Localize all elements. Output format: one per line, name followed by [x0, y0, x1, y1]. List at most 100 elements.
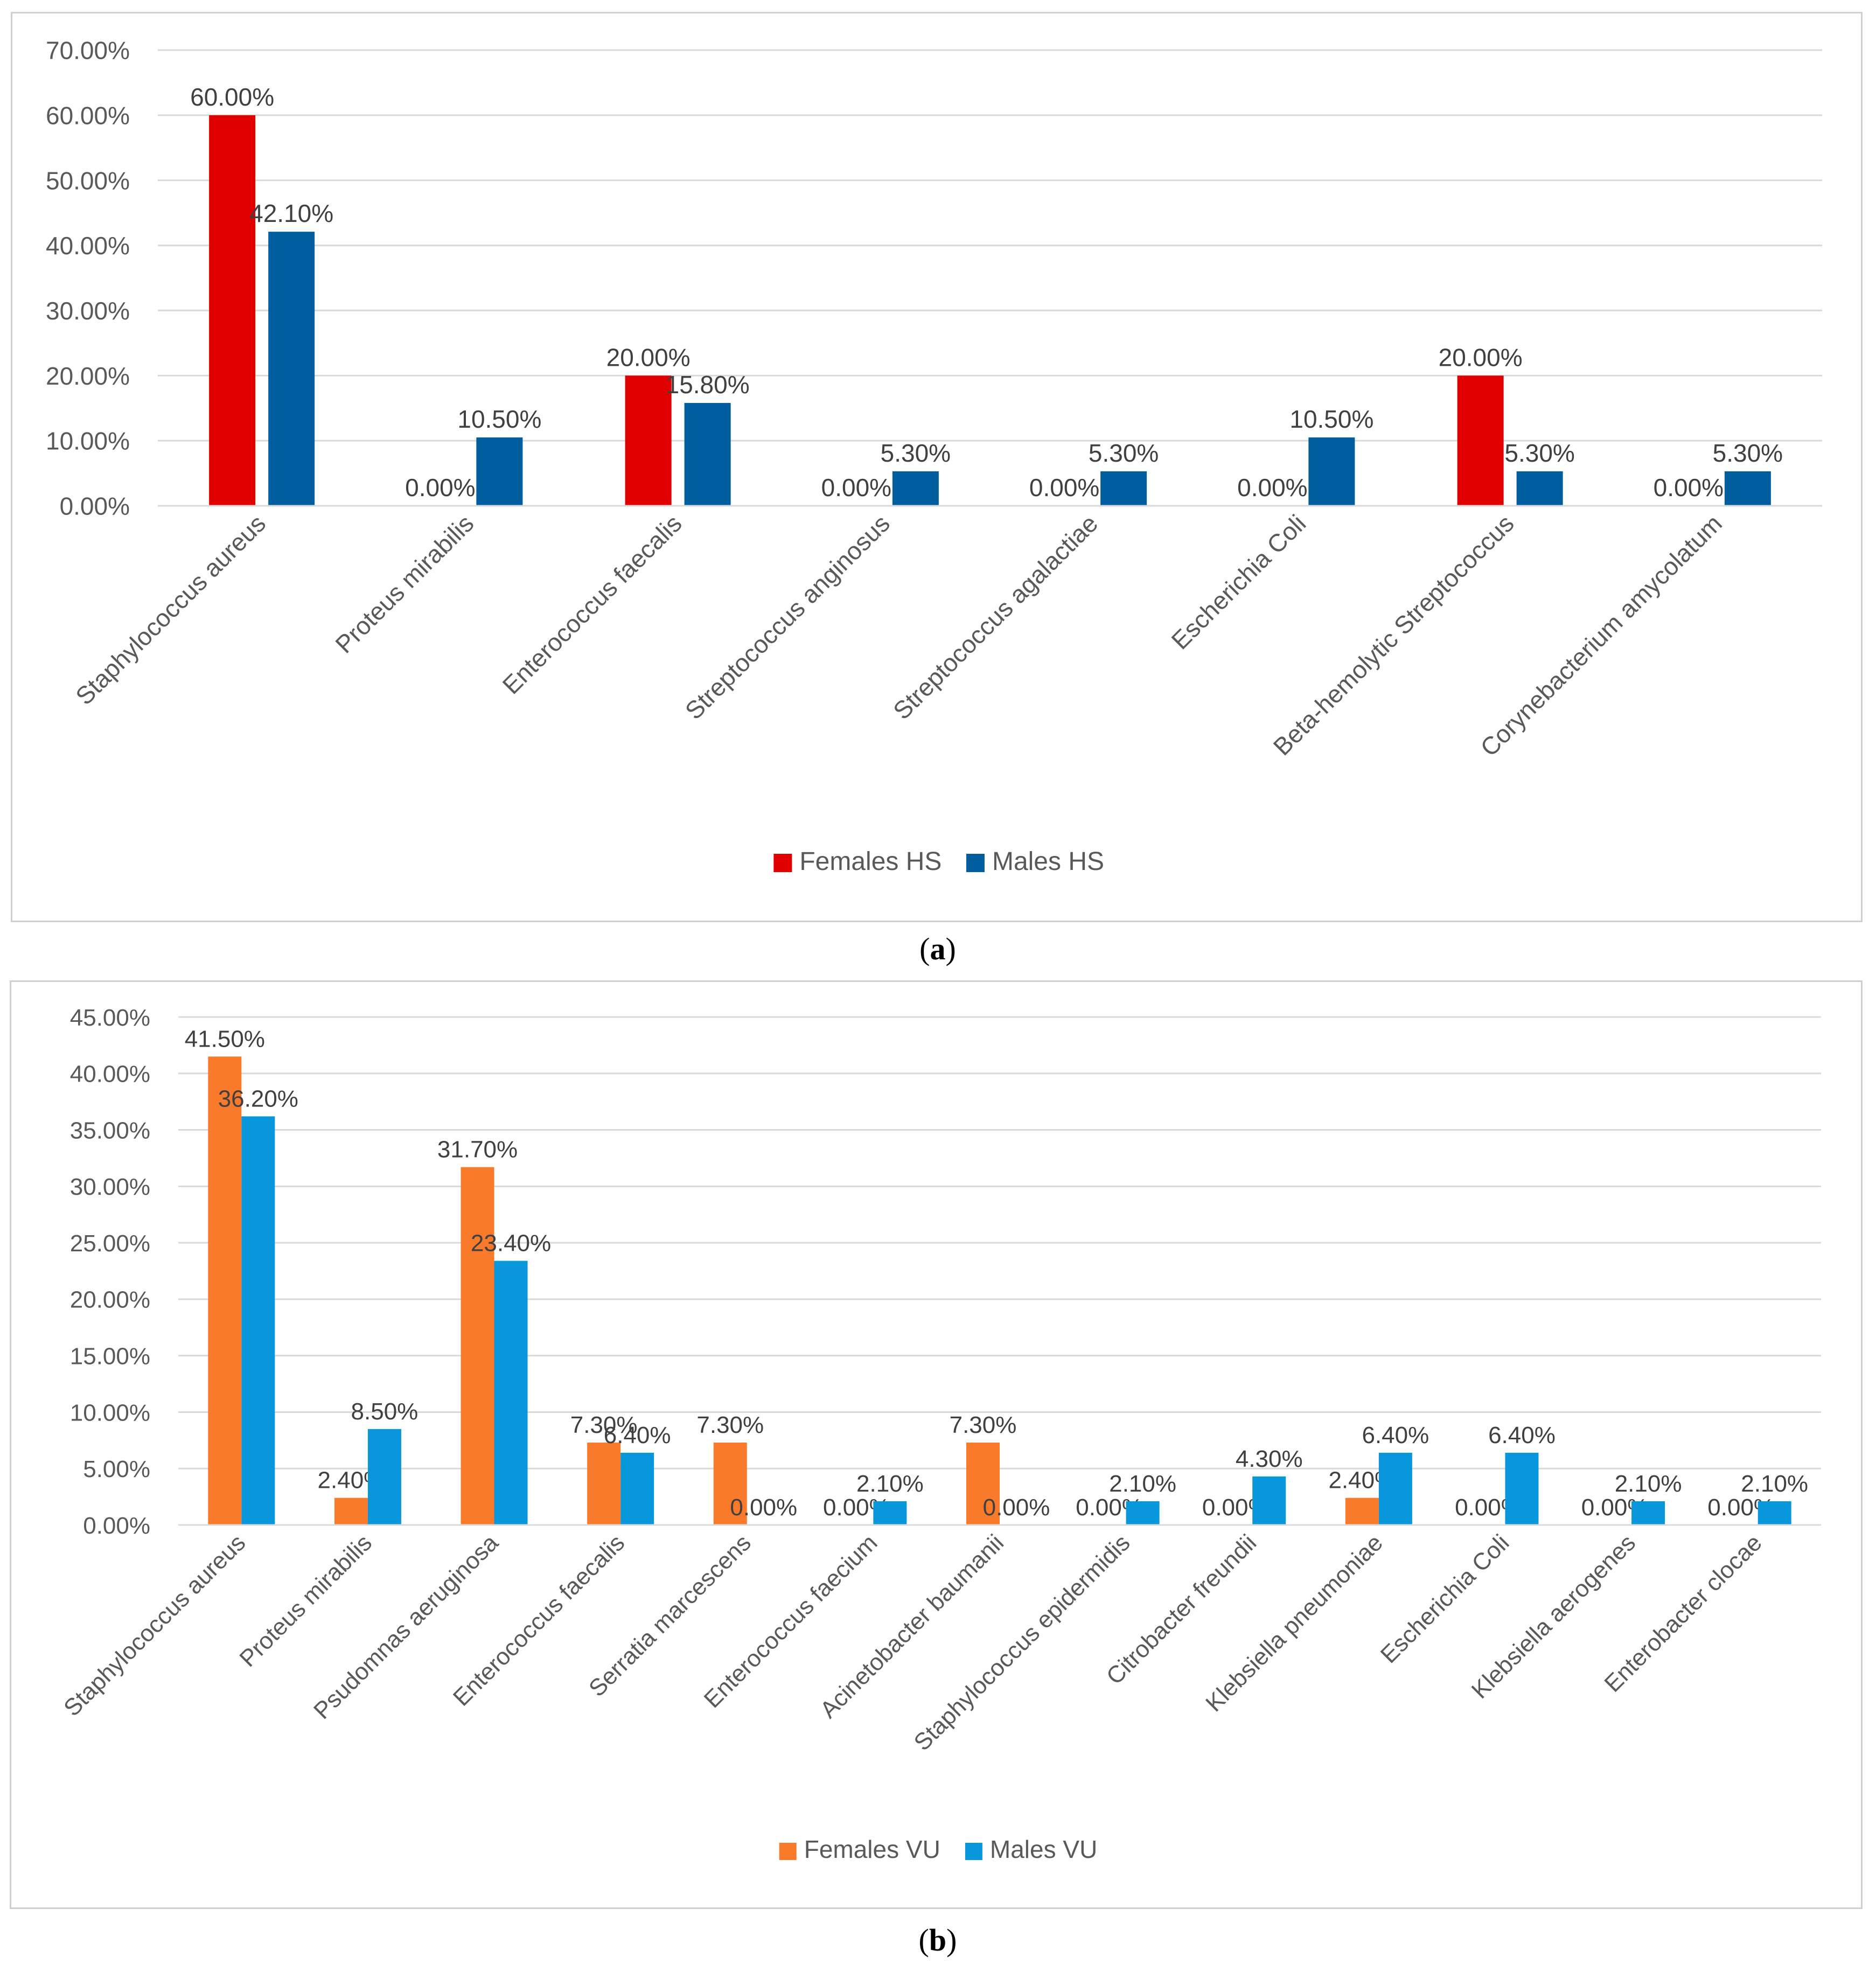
chart-b-ytick-label: 25.00% — [70, 1230, 150, 1257]
chart-b-data-label: 0.00% — [983, 1494, 1050, 1521]
chart-b-bar-males-vu — [1758, 1501, 1791, 1525]
chart-a-ytick-label: 50.00% — [46, 166, 130, 194]
chart-a-bar-males-hs — [892, 471, 939, 506]
chart-b-bar-females-vu — [208, 1056, 242, 1525]
chart-a-data-label: 42.10% — [249, 199, 333, 227]
chart-b-bar-males-vu — [1252, 1476, 1286, 1525]
chart-a-data-label: 5.30% — [1504, 439, 1574, 467]
chart-a-ytick-label: 0.00% — [60, 492, 130, 520]
chart-b-bar-females-vu — [713, 1443, 747, 1525]
chart-a-data-label: 20.00% — [1439, 343, 1523, 371]
chart-b-bar-females-vu — [1345, 1498, 1379, 1525]
chart-a-data-label: 0.00% — [1237, 473, 1307, 502]
chart-b-data-label: 4.30% — [1236, 1446, 1303, 1472]
chart-a-ytick-label: 40.00% — [46, 232, 130, 260]
chart-b-data-label: 31.70% — [437, 1137, 518, 1163]
chart-b-bar-females-vu — [461, 1167, 494, 1525]
chart-b-bar-females-vu — [334, 1498, 368, 1525]
chart-a-ytick-label: 20.00% — [46, 362, 130, 390]
chart-b-category-label: Staphylococcus epidermidis — [909, 1529, 1135, 1756]
chart-b-data-label: 2.10% — [856, 1471, 924, 1497]
chart-a-category-label: Corynebacterium amycolatum — [1475, 509, 1727, 762]
chart-a-ytick-label: 10.00% — [46, 427, 130, 455]
chart-b-bar-males-vu — [873, 1501, 907, 1525]
chart-a-category-label: Beta-hemolytic Streptococcus — [1268, 509, 1519, 761]
chart-a-data-label: 0.00% — [405, 473, 475, 502]
chart-b-panel: 0.00% 5.00% 10.00% 15.00% 20.00% 25.00% 30.00%… — [10, 980, 1863, 1909]
chart-a-data-label: 5.30% — [881, 439, 951, 467]
chart-b-ytick-label: 30.00% — [70, 1174, 150, 1200]
chart-a-bar-females-hs — [1457, 375, 1504, 506]
chart-b-ytick-label: 0.00% — [83, 1513, 150, 1539]
chart-b-data-label: 23.40% — [471, 1230, 551, 1257]
chart-a-category-label: Streptococcus agalactiae — [888, 509, 1103, 725]
chart-b-data-label: 41.50% — [185, 1026, 265, 1052]
chart-a-category-label: Streptococcus anginosus — [680, 509, 895, 725]
chart-a-bar-males-hs — [1100, 471, 1147, 506]
chart-a-legend-label: Females HS — [799, 847, 942, 876]
chart-b-bar-females-vu — [966, 1443, 1000, 1525]
chart-b-bar-males-vu — [367, 1429, 401, 1525]
chart-b: 0.00% 5.00% 10.00% 15.00% 20.00% 25.00% 30.00%… — [59, 1005, 1821, 1863]
chart-b-bar-males-vu — [1378, 1452, 1412, 1525]
chart-a-bar-males-hs — [476, 437, 523, 506]
chart-b-data-label: 7.30% — [950, 1412, 1017, 1438]
chart-b-bar-males-vu — [241, 1116, 275, 1525]
chart-a-category-label: Staphylococcus aureus — [70, 509, 271, 710]
chart-b-data-label: 0.00% — [730, 1494, 797, 1521]
chart-a-data-label: 0.00% — [1029, 473, 1099, 502]
chart-b-data-label: 36.20% — [218, 1085, 298, 1112]
chart-b-ytick-label: 35.00% — [70, 1117, 150, 1144]
chart-b-data-label: 7.30% — [696, 1412, 764, 1438]
caption-a-open: ( — [919, 931, 930, 966]
chart-b-legend-label: Males VU — [990, 1835, 1097, 1863]
chart-a: 0.00% 10.00% 20.00% 30.00% 40.00% 50.00% 60.00… — [46, 37, 1822, 876]
chart-b-bar-males-vu — [620, 1452, 654, 1525]
chart-a-category-label: Proteus mirabilis — [330, 509, 479, 658]
chart-a-bar-males-hs — [1516, 471, 1563, 506]
chart-b-category-label: Escherichia Coli — [1376, 1529, 1515, 1668]
chart-a-data-label: 0.00% — [821, 473, 891, 502]
chart-b-legend-swatch — [779, 1843, 797, 1860]
chart-b-ytick-label: 20.00% — [70, 1287, 150, 1313]
chart-b-category-label: Staphylococcus aureus — [59, 1529, 250, 1721]
chart-b-ytick-label: 10.00% — [70, 1399, 150, 1426]
chart-b-bar-males-vu — [1631, 1501, 1665, 1525]
chart-a-category-label: Escherichia Coli — [1166, 509, 1311, 654]
chart-b-data-label: 2.10% — [1615, 1471, 1682, 1497]
chart-a-legend: Females HS Males HS — [773, 847, 1104, 876]
chart-a-ytick-label: 30.00% — [46, 297, 130, 325]
chart-b-data-label: 6.40% — [1362, 1422, 1429, 1448]
chart-b-data-label: 2.10% — [1109, 1471, 1176, 1497]
chart-a-data-label: 5.30% — [1089, 439, 1159, 467]
chart-a-bar-males-hs — [1724, 471, 1771, 506]
chart-b-ytick-label: 45.00% — [70, 1005, 150, 1031]
caption-a: (a) — [857, 931, 1019, 967]
chart-b-category-label: Proteus mirabilis — [234, 1529, 377, 1672]
chart-a-panel: 0.00% 10.00% 20.00% 30.00% 40.00% 50.00% 60.00… — [11, 12, 1863, 922]
chart-b-bar-males-vu — [1126, 1501, 1160, 1525]
chart-a-data-label: 20.00% — [606, 343, 691, 371]
chart-b-legend-swatch — [965, 1843, 982, 1860]
chart-b-ytick-label: 40.00% — [70, 1061, 150, 1088]
chart-b-ytick-label: 5.00% — [83, 1456, 150, 1482]
chart-a-legend-swatch — [966, 854, 985, 872]
caption-a-letter: a — [930, 931, 946, 966]
chart-b-data-label: 2.10% — [1741, 1471, 1808, 1497]
chart-b-bar-males-vu — [1505, 1452, 1539, 1525]
chart-a-bar-females-hs — [209, 115, 256, 506]
caption-b: (b) — [857, 1922, 1019, 1958]
chart-a-data-label: 10.50% — [457, 405, 541, 433]
chart-a-data-label: 60.00% — [190, 83, 274, 111]
chart-a-data-label: 0.00% — [1654, 473, 1724, 502]
chart-a-data-label: 5.30% — [1713, 439, 1783, 467]
caption-a-close: ) — [945, 931, 956, 966]
chart-a-legend-swatch — [773, 854, 792, 872]
chart-b-data-label: 8.50% — [351, 1398, 419, 1425]
chart-a-bar-males-hs — [1308, 437, 1355, 506]
chart-b-ytick-label: 15.00% — [70, 1343, 150, 1370]
chart-a-bar-males-hs — [268, 232, 315, 506]
chart-b-data-label: 7.30% — [570, 1412, 638, 1438]
chart-b-data-label: 6.40% — [1488, 1422, 1556, 1448]
caption-b-open: ( — [918, 1923, 929, 1958]
